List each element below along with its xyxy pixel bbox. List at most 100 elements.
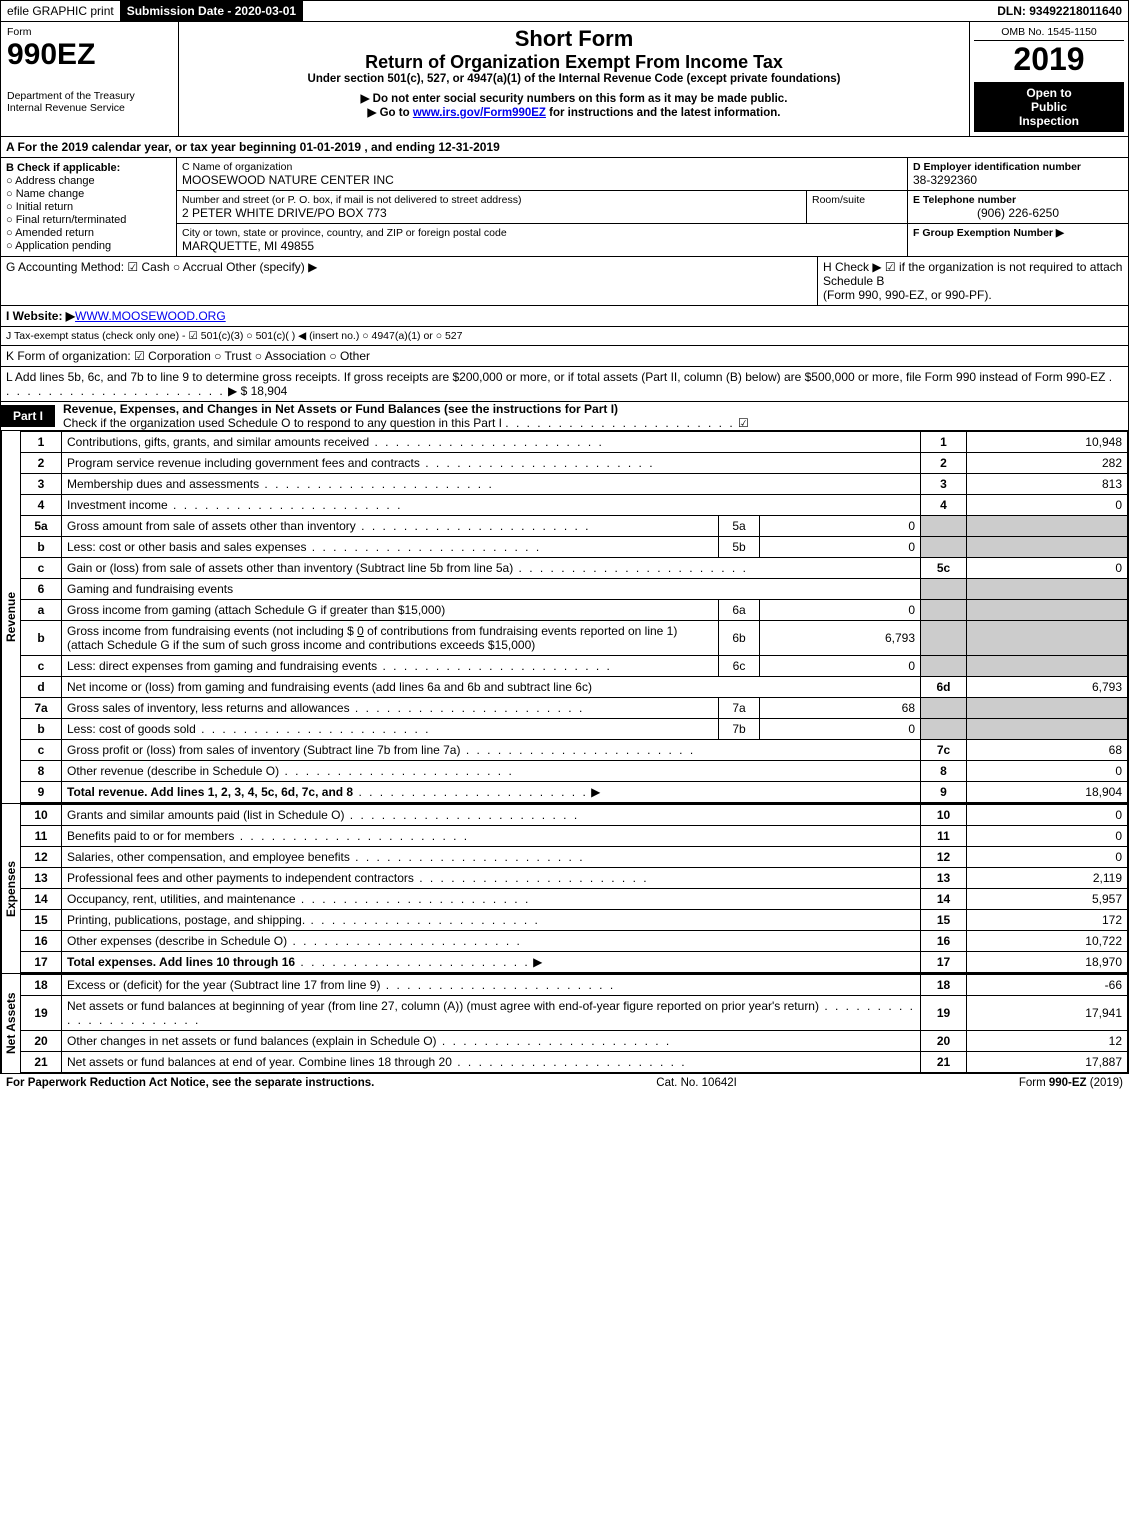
l14-value: 5,957 xyxy=(967,889,1128,910)
omb-number: OMB No. 1545-1150 xyxy=(974,26,1124,41)
boxes-bcdef: B Check if applicable: Address change Na… xyxy=(1,158,1128,257)
check-application-pending[interactable]: Application pending xyxy=(6,240,171,252)
line-3: 3 Membership dues and assessments 3813 xyxy=(21,474,1128,495)
line-20: 20Other changes in net assets or fund ba… xyxy=(21,1031,1128,1052)
l8-num: 8 xyxy=(21,761,62,782)
line-j: J Tax-exempt status (check only one) - ☑… xyxy=(1,327,1128,345)
l9-num: 9 xyxy=(21,782,62,803)
line-13: 13Professional fees and other payments t… xyxy=(21,868,1128,889)
l5b-sub: 5b xyxy=(719,537,760,558)
expenses-table: 10Grants and similar amounts paid (list … xyxy=(20,804,1128,973)
dln-label: DLN: 93492218011640 xyxy=(991,1,1128,21)
instructions-link[interactable]: www.irs.gov/Form990EZ xyxy=(413,107,546,119)
l7c-lineno: 7c xyxy=(921,740,967,761)
check-address-change[interactable]: Address change xyxy=(6,175,171,187)
line-10: 10Grants and similar amounts paid (list … xyxy=(21,805,1128,826)
l7a-text: Gross sales of inventory, less returns a… xyxy=(67,701,350,715)
l2-num: 2 xyxy=(21,453,62,474)
l6b-amt: 0 xyxy=(357,624,364,638)
l7a-num: 7a xyxy=(21,698,62,719)
line-17: 17 Total expenses. Add lines 10 through 1… xyxy=(21,952,1128,973)
city-label: City or town, state or province, country… xyxy=(182,227,902,239)
l16-value: 10,722 xyxy=(967,931,1128,952)
tax-year: 2019 xyxy=(974,41,1124,78)
l15-value: 172 xyxy=(967,910,1128,931)
l5c-text: Gain or (loss) from sale of assets other… xyxy=(67,561,513,575)
form-word: Form xyxy=(7,26,172,38)
l10-text: Grants and similar amounts paid (list in… xyxy=(67,808,344,822)
l6d-text: Net income or (loss) from gaming and fun… xyxy=(62,677,921,698)
inspection-box: Open to Public Inspection xyxy=(974,82,1124,132)
l7b-text: Less: cost of goods sold xyxy=(67,722,196,736)
l15-num: 15 xyxy=(21,910,62,931)
l6-num: 6 xyxy=(21,579,62,600)
part1-check-line: Check if the organization used Schedule … xyxy=(63,416,1128,430)
submission-date-button[interactable]: Submission Date - 2020-03-01 xyxy=(121,1,303,21)
line-16: 16Other expenses (describe in Schedule O… xyxy=(21,931,1128,952)
l2-text: Program service revenue including govern… xyxy=(67,456,420,470)
l21-text: Net assets or fund balances at end of ye… xyxy=(67,1055,452,1069)
l18-text: Excess or (deficit) for the year (Subtra… xyxy=(67,978,380,992)
line-8: 8 Other revenue (describe in Schedule O)… xyxy=(21,761,1128,782)
part1-check-dots xyxy=(505,416,734,430)
line-21: 21Net assets or fund balances at end of … xyxy=(21,1052,1128,1073)
dept-irs: Internal Revenue Service xyxy=(7,102,172,114)
line-5a: 5a Gross amount from sale of assets othe… xyxy=(21,516,1128,537)
l17-text: Total expenses. Add lines 10 through 16 xyxy=(67,955,295,969)
l6-text: Gaming and fundraising events xyxy=(62,579,921,600)
street-address: 2 PETER WHITE DRIVE/PO BOX 773 xyxy=(182,206,801,220)
inspection-line3: Inspection xyxy=(976,114,1122,128)
l1-value: 10,948 xyxy=(967,432,1128,453)
l6d-num: d xyxy=(21,677,62,698)
line-4: 4 Investment income 40 xyxy=(21,495,1128,516)
line-j-row: J Tax-exempt status (check only one) - ☑… xyxy=(1,327,1128,346)
l5a-num: 5a xyxy=(21,516,62,537)
l11-text: Benefits paid to or for members xyxy=(67,829,234,843)
line-6: 6 Gaming and fundraising events xyxy=(21,579,1128,600)
line-6a: a Gross income from gaming (attach Sched… xyxy=(21,600,1128,621)
l6a-subv: 0 xyxy=(760,600,921,621)
check-name-change[interactable]: Name change xyxy=(6,188,171,200)
l17-num: 17 xyxy=(21,952,62,973)
l11-num: 11 xyxy=(21,826,62,847)
check-initial-return[interactable]: Initial return xyxy=(6,201,171,213)
line-6c: c Less: direct expenses from gaming and … xyxy=(21,656,1128,677)
l19-num: 19 xyxy=(21,996,62,1031)
l6c-text: Less: direct expenses from gaming and fu… xyxy=(67,659,377,673)
l5a-grey xyxy=(921,516,967,537)
l6c-num: c xyxy=(21,656,62,677)
l14-num: 14 xyxy=(21,889,62,910)
box-c-label: C Name of organization xyxy=(182,161,902,173)
part1-label: Part I xyxy=(1,405,55,427)
l6b-sub: 6b xyxy=(719,621,760,656)
l1-num: 1 xyxy=(21,432,62,453)
l18-value: -66 xyxy=(967,975,1128,996)
l12-value: 0 xyxy=(967,847,1128,868)
room-suite-label: Room/suite xyxy=(807,191,907,223)
line-l-text: L Add lines 5b, 6c, and 7b to line 9 to … xyxy=(6,370,1105,384)
l1-lineno: 1 xyxy=(921,432,967,453)
box-d-label: D Employer identification number xyxy=(913,161,1123,173)
l6c-sub: 6c xyxy=(719,656,760,677)
line-19: 19Net assets or fund balances at beginni… xyxy=(21,996,1128,1031)
check-amended-return[interactable]: Amended return xyxy=(6,227,171,239)
line-h: H Check ▶ ☑ if the organization is not r… xyxy=(818,257,1128,305)
top-bar: efile GRAPHIC print Submission Date - 20… xyxy=(1,1,1128,22)
line-11: 11Benefits paid to or for members110 xyxy=(21,826,1128,847)
l5a-sub: 5a xyxy=(719,516,760,537)
l7c-text: Gross profit or (loss) from sales of inv… xyxy=(67,743,460,757)
l5a-text: Gross amount from sale of assets other t… xyxy=(67,519,356,533)
l10-value: 0 xyxy=(967,805,1128,826)
l16-num: 16 xyxy=(21,931,62,952)
l6d-value: 6,793 xyxy=(967,677,1128,698)
line-h-text1: H Check ▶ ☑ if the organization is not r… xyxy=(823,260,1123,288)
form-instructions-link-line: ▶ Go to www.irs.gov/Form990EZ for instru… xyxy=(187,105,961,119)
check-final-return[interactable]: Final return/terminated xyxy=(6,214,171,226)
l5b-subv: 0 xyxy=(760,537,921,558)
l5b-text: Less: cost or other basis and sales expe… xyxy=(67,540,306,554)
l14-text: Occupancy, rent, utilities, and maintena… xyxy=(67,892,296,906)
topbar-spacer xyxy=(303,1,991,21)
l13-num: 13 xyxy=(21,868,62,889)
website-link[interactable]: WWW.MOOSEWOOD.ORG xyxy=(75,309,226,323)
header-center: Short Form Return of Organization Exempt… xyxy=(179,22,969,136)
